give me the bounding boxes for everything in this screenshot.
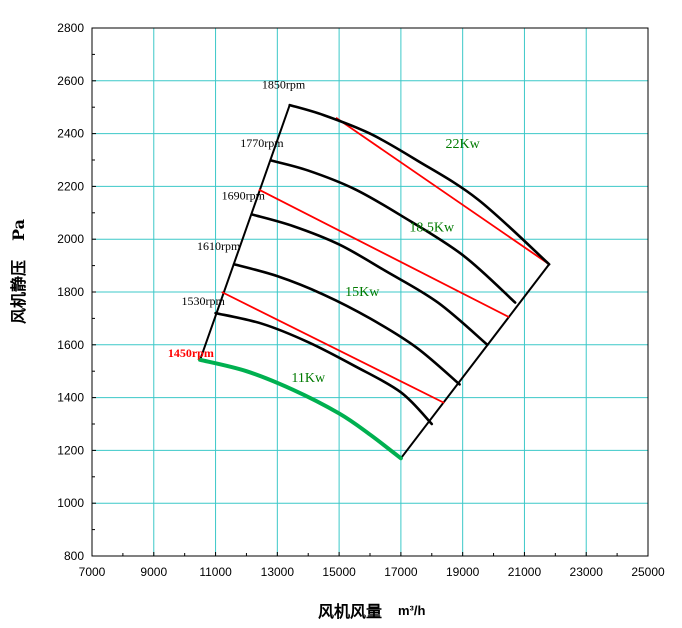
curve-1690rpm [251,213,489,347]
y-tick-label: 1200 [57,443,84,457]
y-axis-label: 风机静压 [9,260,28,324]
x-tick-label: 9000 [140,565,167,579]
rpm-label: 1850rpm [262,78,306,92]
x-tick-label: 23000 [570,565,604,579]
x-tick-label: 15000 [322,565,356,579]
power-line [335,117,550,266]
rpm-label: 1610rpm [197,239,241,253]
power-line [221,291,445,404]
curve-1850rpm [288,103,551,266]
x-axis-unit: m³/h [398,603,426,618]
rpm-curves [198,103,551,461]
curve-1770rpm [269,159,517,304]
y-tick-label: 800 [64,549,84,563]
curve-1530rpm [214,311,434,426]
power-label: 11Kw [291,371,326,386]
y-tick-label: 2800 [57,21,84,35]
plot-frame [91,27,649,557]
x-tick-label: 17000 [384,565,418,579]
x-tick-label: 11000 [199,565,232,579]
power-label: 22Kw [446,137,481,152]
envelope-right-line [400,263,550,459]
x-tick-label: 13000 [261,565,295,579]
y-tick-label: 1400 [57,391,84,405]
y-axis-unit: Pa [9,219,28,241]
y-tick-label: 2400 [57,127,84,141]
x-axis-label: 风机风量 [318,602,382,621]
axis-ticks: 7000 9000 11000 13000 15000 17000 19000 21000 23… [57,21,665,579]
power-label: 15Kw [345,285,380,300]
rpm-label: 1530rpm [182,294,226,308]
y-axis-title: 风机静压 Pa [9,219,28,324]
y-tick-label: 2200 [57,179,84,193]
power-lines [221,117,550,404]
rpm-label: 1770rpm [240,136,284,150]
rpm-label: 1450rpm [168,346,214,360]
envelope-left-line [199,104,291,361]
x-tick-label: 7000 [79,565,106,579]
x-tick-label: 19000 [446,565,480,579]
x-tick-label: 25000 [631,565,665,579]
x-axis-title: 风机风量 m³/h [318,602,426,621]
y-tick-label: 2000 [57,232,84,246]
y-tick-label: 1800 [57,285,84,299]
rpm-label: 1690rpm [222,189,266,203]
power-line [258,188,510,318]
operating-envelope [199,104,550,459]
power-label: 18.5Kw [409,220,455,235]
curve-1610rpm [232,262,461,386]
y-tick-label: 1600 [57,338,84,352]
curve-1450rpm [198,357,403,461]
grid [92,28,648,556]
y-tick-label: 1000 [57,496,84,510]
annotations: 1850rpm 1770rpm 1690rpm 1610rpm 1530rpm 1450r… [168,78,481,386]
x-tick-label: 21000 [508,565,542,579]
y-tick-label: 2600 [57,74,84,88]
